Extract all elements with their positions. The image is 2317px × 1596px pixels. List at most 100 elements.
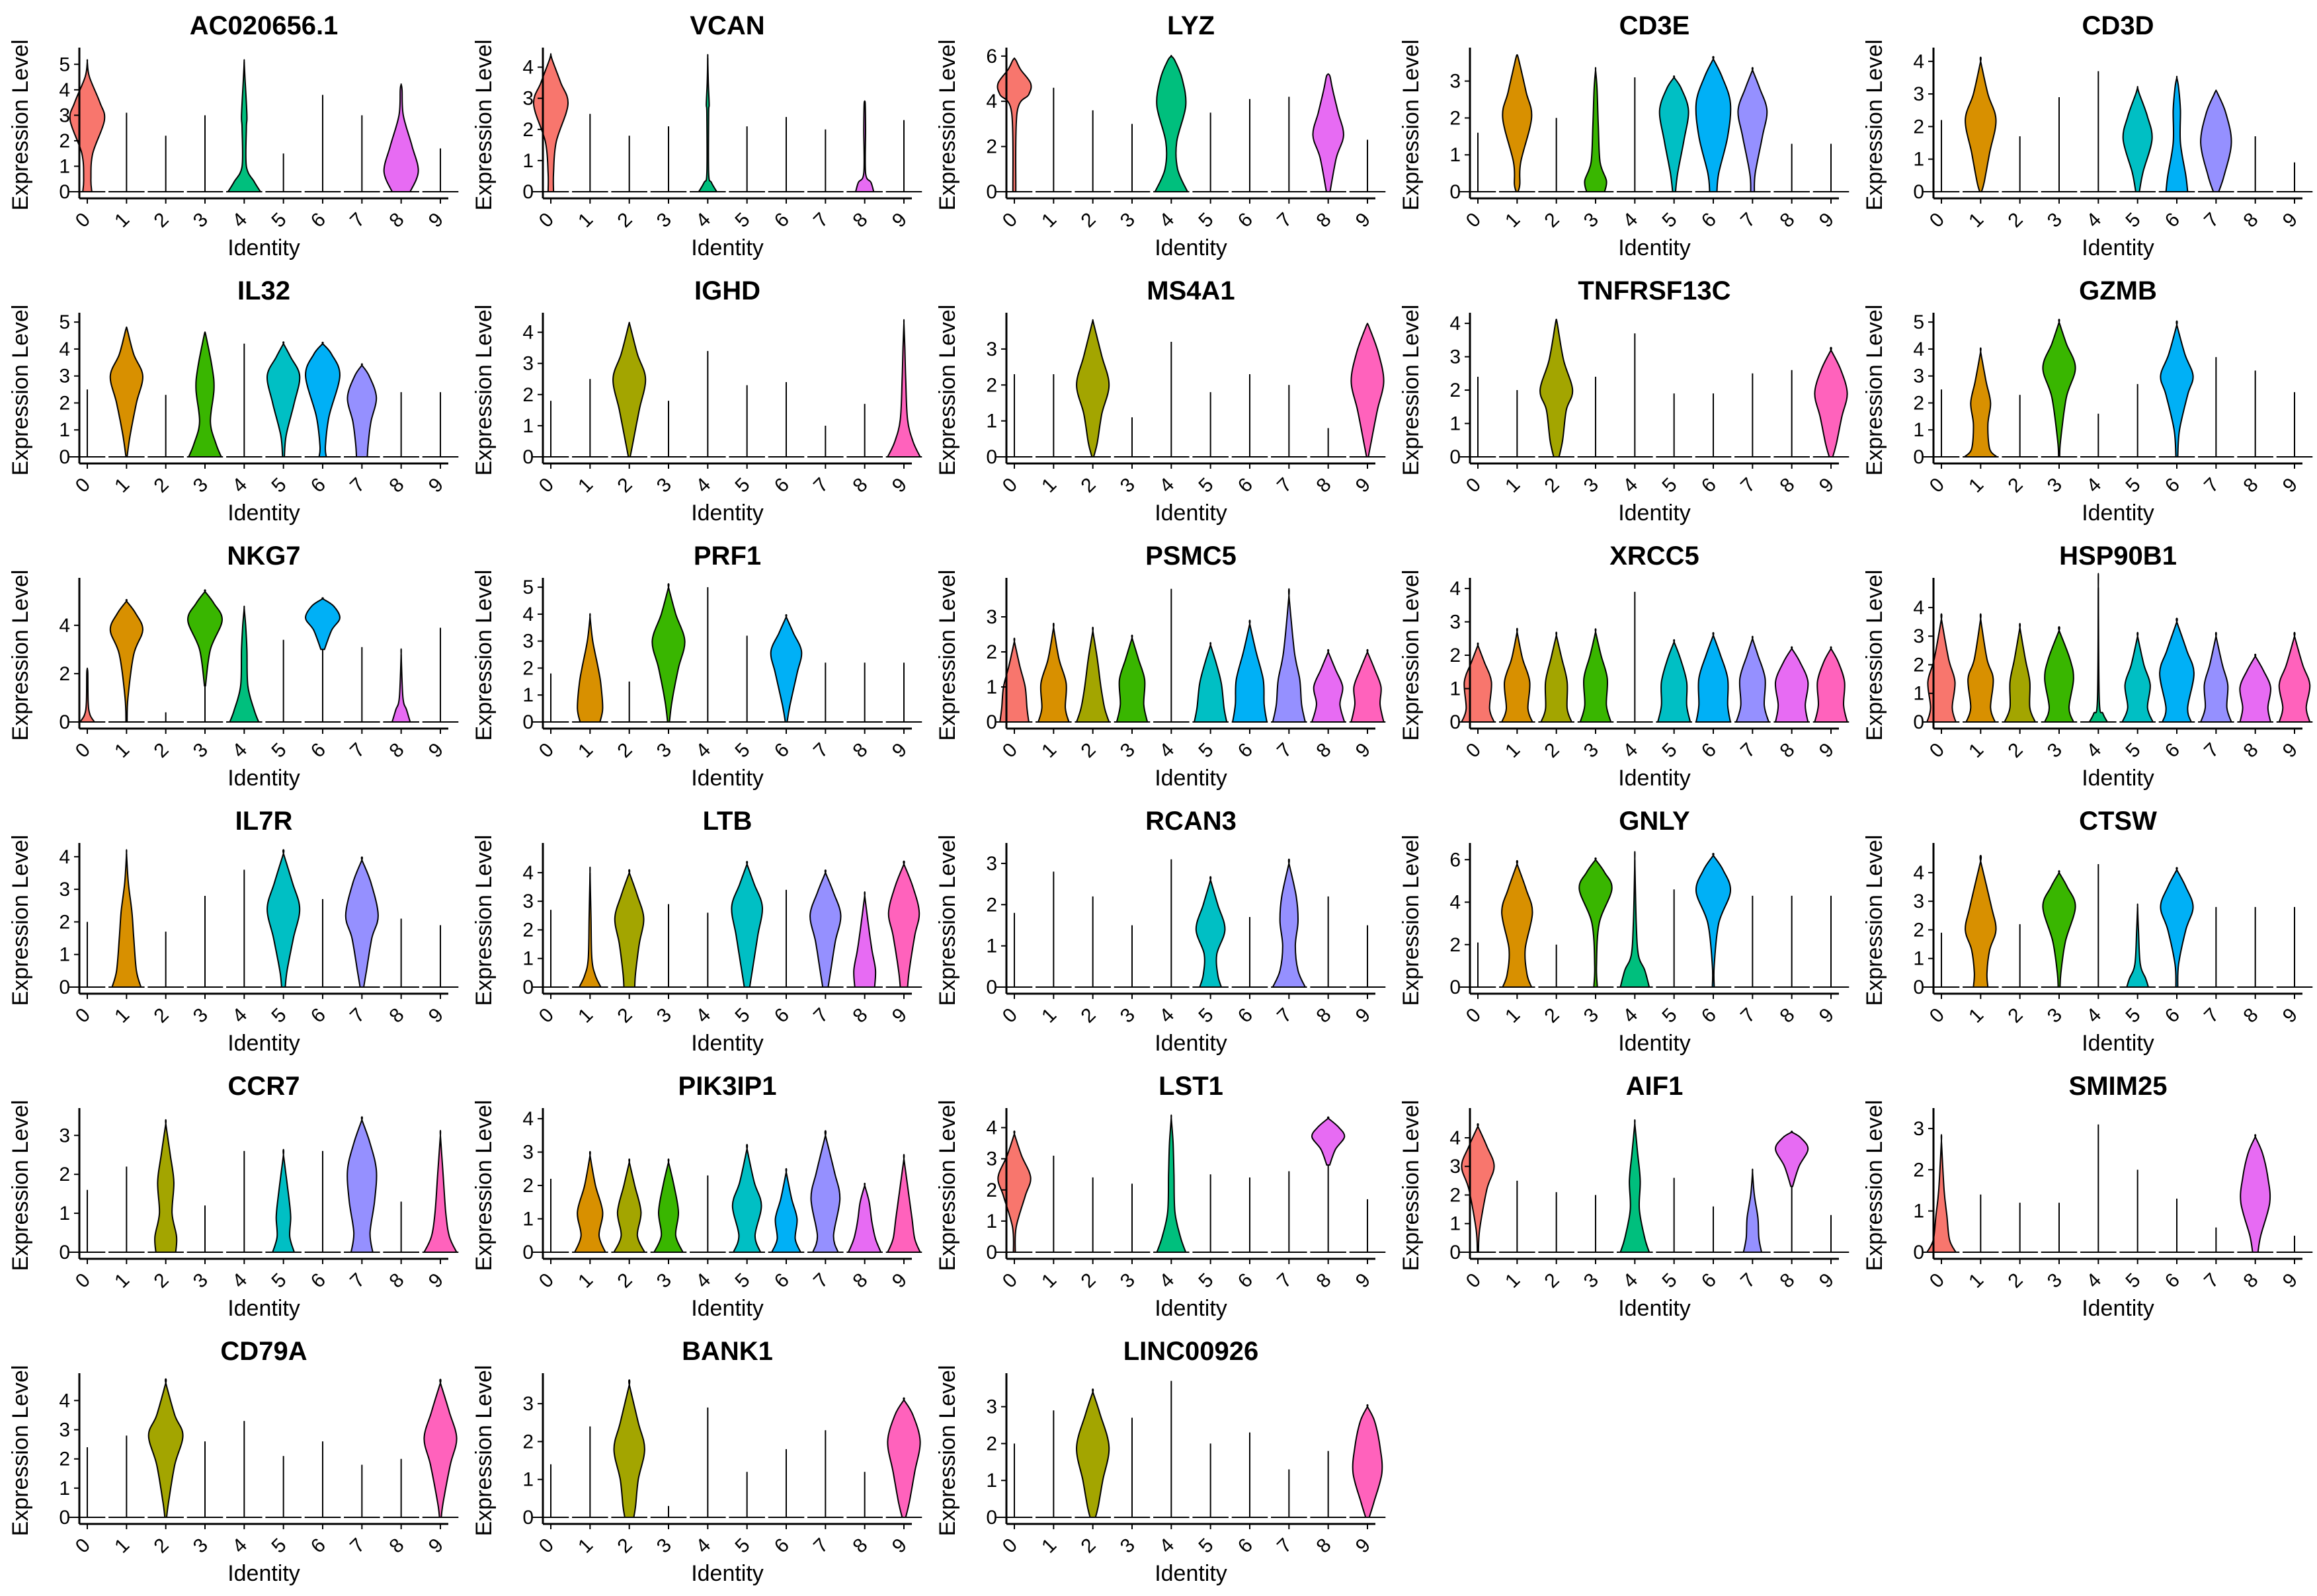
x-tick-label: 4 <box>228 1004 251 1027</box>
x-tick-label: 6 <box>307 1004 330 1027</box>
violin-cluster-3 <box>2041 1203 2078 1253</box>
violin-body <box>1774 646 1809 723</box>
violin-cluster-7 <box>807 1430 844 1518</box>
x-tick-label: 3 <box>2043 739 2066 762</box>
y-tick-label: 0 <box>522 446 534 468</box>
x-tick-label: 4 <box>1619 474 1642 497</box>
violin-body <box>1352 1404 1383 1518</box>
violin-cluster-3 <box>1114 417 1151 458</box>
violin-cluster-6 <box>768 889 805 988</box>
x-tick-label: 7 <box>1736 209 1760 232</box>
violin-body <box>1656 639 1691 723</box>
violin-cluster-0 <box>532 1178 569 1253</box>
violin-cluster-6 <box>304 1150 341 1253</box>
x-tick-label: 9 <box>2279 1269 2302 1293</box>
y-tick-label: 2 <box>59 663 70 685</box>
x-tick-label: 2 <box>1077 739 1100 762</box>
x-tick-label: 6 <box>307 209 330 232</box>
y-tick-label: 1 <box>59 944 70 966</box>
x-tick-label: 2 <box>2004 209 2027 232</box>
x-axis-label: Identity <box>2082 1031 2154 1056</box>
y-tick-label: 4 <box>1913 339 1924 360</box>
y-axis-label: Expression Level <box>471 570 497 741</box>
violin-cluster-8 <box>383 83 419 192</box>
violin-body <box>266 849 301 988</box>
panel-title: CD79A <box>220 1337 307 1366</box>
violin-body <box>1963 347 1999 458</box>
x-tick-label: 1 <box>110 1535 134 1558</box>
violin-cluster-8 <box>383 392 419 458</box>
x-tick-label: 7 <box>1736 739 1760 762</box>
violin-cluster-1 <box>1036 374 1072 458</box>
y-tick-label: 0 <box>986 977 997 998</box>
y-tick-label: 4 <box>1449 313 1461 335</box>
y-axis-label: Expression Level <box>1862 305 1887 476</box>
x-tick-label: 9 <box>1352 209 1375 232</box>
violin-body <box>1116 634 1149 723</box>
violin-body <box>1742 1168 1763 1253</box>
violin-cluster-1 <box>1499 390 1535 458</box>
x-tick-label: 0 <box>1462 209 1485 232</box>
violin-cluster-1 <box>108 1166 145 1253</box>
violin-cluster-9 <box>885 860 922 988</box>
violin-cluster-1 <box>572 114 608 192</box>
x-tick-label: 3 <box>1580 739 1603 762</box>
violin-cluster-0 <box>1923 613 1960 723</box>
panel-title: IL7R <box>235 807 293 836</box>
x-tick-label: 2 <box>1077 209 1100 232</box>
x-tick-label: 6 <box>1234 209 1257 232</box>
x-tick-label: 8 <box>848 1269 872 1293</box>
y-tick-label: 0 <box>1449 1242 1461 1263</box>
y-tick-label: 2 <box>59 392 70 414</box>
x-tick-label: 7 <box>346 209 369 232</box>
violin-body <box>651 583 686 723</box>
x-tick-label: 4 <box>1619 1269 1642 1293</box>
x-tick-label: 0 <box>1462 474 1485 497</box>
y-tick-label: 0 <box>1913 181 1924 203</box>
y-axis-label: Expression Level <box>1399 1100 1424 1271</box>
panel-title: PIK3IP1 <box>678 1072 777 1101</box>
violin-cluster-7 <box>344 1464 380 1518</box>
y-axis-label: Expression Level <box>935 570 960 741</box>
x-tick-label: 1 <box>1965 739 1988 762</box>
violin-cluster-2 <box>1538 319 1574 458</box>
violin-cluster-5 <box>1656 393 1692 458</box>
violin-body <box>1737 67 1768 192</box>
y-tick-label: 1 <box>522 415 534 437</box>
violin-cluster-0 <box>532 910 569 988</box>
violin-panel: GNLY 0 2 4 6 0 1 2 3 4 5 6 7 8 9 Identity Expression Lev… <box>1391 795 1853 1060</box>
violin-body <box>1195 876 1226 988</box>
violin-cluster-2 <box>147 395 184 458</box>
violin-cluster-7 <box>1271 1469 1307 1518</box>
x-axis-label: Identity <box>227 766 300 791</box>
violin-cluster-1 <box>1036 87 1072 192</box>
y-tick-label: 6 <box>1449 849 1461 871</box>
y-tick-label: 3 <box>1913 1118 1924 1140</box>
y-axis-label: Expression Level <box>471 1100 497 1271</box>
y-tick-label: 4 <box>1449 578 1461 600</box>
violin-cluster-8 <box>1773 370 1810 458</box>
x-tick-label: 2 <box>1077 1535 1100 1558</box>
y-tick-label: 2 <box>1449 1184 1461 1206</box>
violin-cluster-6 <box>1695 1206 1732 1253</box>
violin-panel: IL7R 0 1 2 3 4 0 1 2 3 4 5 6 7 8 9 Identity Expression Le… <box>0 795 463 1060</box>
violin-body <box>2160 320 2194 458</box>
violin-body <box>345 856 379 988</box>
x-tick-label: 3 <box>2043 1269 2066 1293</box>
x-tick-label: 7 <box>2200 474 2223 497</box>
x-tick-label: 1 <box>110 739 134 762</box>
x-axis-label: Identity <box>1618 1031 1691 1056</box>
violin-cluster-2 <box>1075 896 1111 988</box>
y-tick-label: 1 <box>522 684 534 706</box>
violin-cluster-3 <box>650 126 687 192</box>
y-axis-label: Expression Level <box>935 1365 960 1536</box>
x-tick-label: 6 <box>307 474 330 497</box>
x-tick-label: 2 <box>1540 1004 1563 1027</box>
violin-cluster-2 <box>611 321 647 458</box>
y-tick-label: 0 <box>522 977 534 998</box>
y-axis-label: Expression Level <box>8 305 33 476</box>
violin-cluster-6 <box>768 1168 805 1253</box>
